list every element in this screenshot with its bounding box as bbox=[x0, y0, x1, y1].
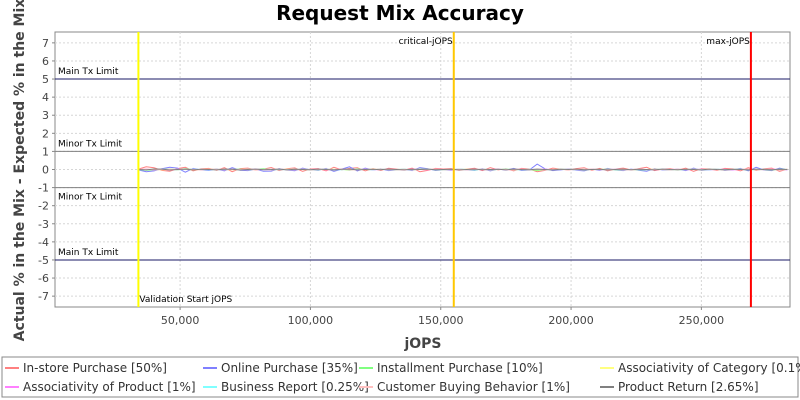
marker-label: max-jOPS bbox=[706, 37, 750, 47]
y-tick-label: 4 bbox=[42, 91, 49, 104]
y-tick-label: 6 bbox=[42, 55, 49, 68]
legend-label: Online Purchase [35%] bbox=[221, 361, 358, 375]
legend-label: Installment Purchase [10%] bbox=[377, 361, 543, 375]
chart-title: Request Mix Accuracy bbox=[276, 1, 524, 25]
y-tick-label: -4 bbox=[38, 236, 49, 249]
limit-lines: Main Tx Limit Minor Tx Limit Minor Tx Limi… bbox=[55, 67, 790, 261]
x-tick-label: 100,000 bbox=[288, 314, 334, 327]
legend-label: Associativity of Category [0.1%] bbox=[618, 361, 800, 375]
legend-items: In-store Purchase [50%] Online Purchase [… bbox=[5, 361, 800, 394]
legend-label: In-store Purchase [50%] bbox=[23, 361, 167, 375]
x-tick-label: 250,000 bbox=[679, 314, 725, 327]
legend-label: Product Return [2.65%] bbox=[618, 380, 759, 394]
legend-label: Business Report [0.25%] bbox=[221, 380, 369, 394]
x-tick-label: 200,000 bbox=[548, 314, 594, 327]
y-tick-label: 5 bbox=[42, 73, 49, 86]
y-tick-label: -3 bbox=[38, 218, 49, 231]
y-tick-label: 3 bbox=[42, 109, 49, 122]
series-line-7 bbox=[138, 168, 788, 171]
limit-label: Main Tx Limit bbox=[58, 248, 119, 258]
series-lines bbox=[138, 163, 788, 173]
limit-label: Minor Tx Limit bbox=[58, 193, 123, 203]
y-tick-label: -6 bbox=[38, 272, 49, 285]
marker-lines: Validation Start jOPS critical-jOPS max-jO… bbox=[137, 32, 752, 307]
limit-label: Main Tx Limit bbox=[58, 67, 119, 77]
y-tick-label: -7 bbox=[38, 290, 49, 303]
y-tick-label: -2 bbox=[38, 200, 49, 213]
marker-label: Validation Start jOPS bbox=[139, 295, 232, 305]
y-tick-label: 7 bbox=[42, 37, 49, 50]
legend-label: Associativity of Product [1%] bbox=[23, 380, 196, 394]
y-tick-label: 0 bbox=[42, 164, 49, 177]
y-tick-label: 2 bbox=[42, 127, 49, 140]
tick-labels: 7 6 5 4 3 2 1 0 -1 -2 -3 -4 -5 -6 -7 50,000 100,000 150,0… bbox=[38, 37, 724, 327]
y-tick-label: -1 bbox=[38, 182, 49, 195]
x-tick-label: 50,000 bbox=[161, 314, 200, 327]
limit-label: Minor Tx Limit bbox=[58, 139, 123, 149]
x-axis-label: jOPS bbox=[403, 336, 441, 352]
legend-label: Customer Buying Behavior [1%] bbox=[377, 380, 570, 394]
y-tick-label: -5 bbox=[38, 254, 49, 267]
y-tick-label: 1 bbox=[42, 145, 49, 158]
x-tick-label: 150,000 bbox=[418, 314, 464, 327]
y-axis-label: Actual % in the Mix - Expected % in the … bbox=[12, 0, 28, 341]
marker-label: critical-jOPS bbox=[399, 37, 453, 47]
legend bbox=[1, 356, 799, 398]
